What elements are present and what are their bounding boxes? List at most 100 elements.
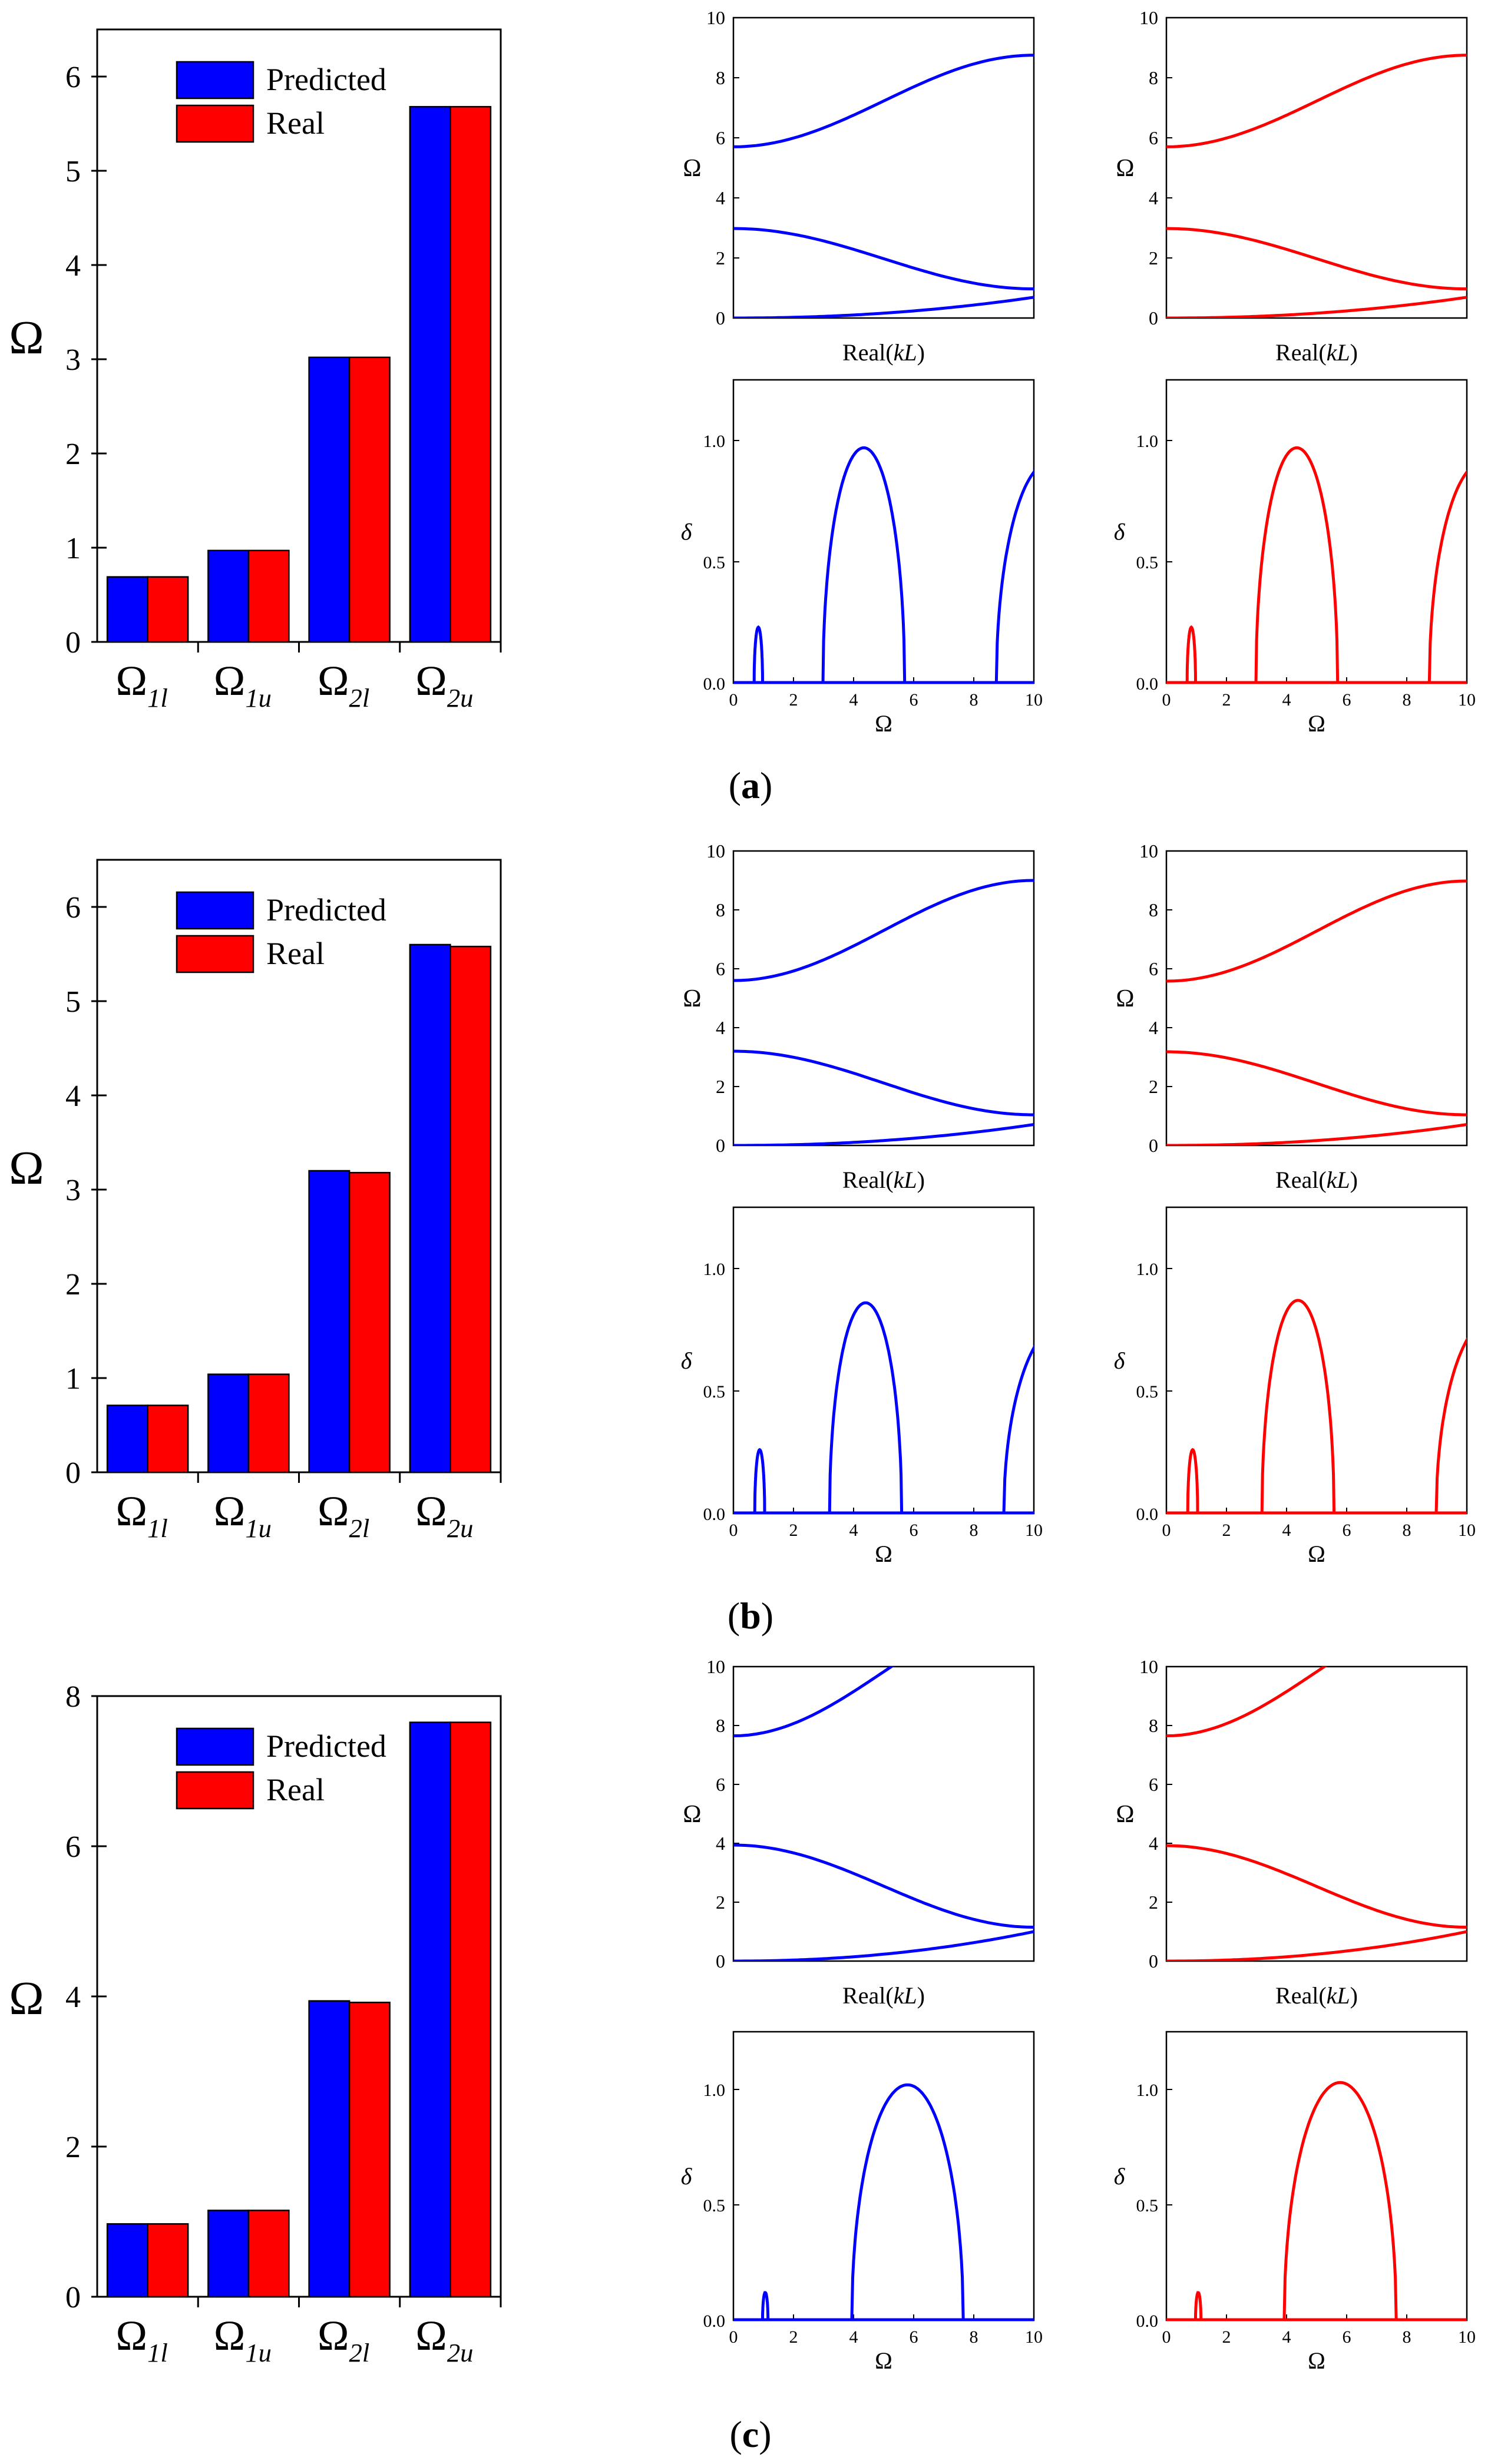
attenuation-lobe-1	[753, 1448, 766, 1513]
dispersion-band-1	[1166, 1123, 1467, 1145]
dispersion-band-1	[1166, 296, 1467, 318]
dispersion-band-3	[733, 879, 1034, 982]
y-axis-label: δ	[1114, 2163, 1126, 2190]
y-axis-label: Ω	[1116, 985, 1134, 1012]
bar-predicted-1l	[106, 1405, 148, 1473]
y-tick-label: 2	[716, 1076, 725, 1097]
legend-label-predicted: Predicted	[266, 62, 386, 97]
y-tick-label: 0.5	[1136, 2196, 1159, 2215]
plot-frame	[732, 1665, 1035, 1962]
x-tick-label: 4	[1282, 690, 1291, 710]
x-tick-label: 6	[1343, 2327, 1351, 2347]
y-tick-label: 8	[1149, 67, 1158, 88]
x-tick-label: Ω1u	[214, 1488, 272, 1543]
x-tick-label: 0	[729, 1521, 738, 1540]
legend-swatch-predicted	[176, 1727, 254, 1766]
y-axis-label: Ω	[1116, 155, 1134, 182]
legend-swatch-predicted	[176, 61, 254, 100]
attenuation-lobe-3	[1427, 469, 1467, 683]
y-tick-label: 0.0	[1136, 674, 1159, 694]
x-tick-label: Ω1l	[116, 2312, 168, 2367]
y-tick-label: 4	[1149, 187, 1158, 208]
dispersion-band-2	[733, 227, 1034, 290]
y-tick-label: 5	[65, 985, 81, 1019]
legend-swatch-real	[176, 104, 254, 143]
bar-real-1u	[247, 1373, 290, 1473]
bar-real-1l	[147, 1405, 189, 1473]
bar-predicted-1u	[207, 1373, 250, 1473]
legend-label-predicted: Predicted	[266, 1728, 386, 1764]
y-tick-label: 4	[65, 1079, 81, 1113]
y-tick-label: 1.0	[1136, 432, 1159, 451]
x-tick-label: 6	[910, 690, 918, 710]
x-tick-label: Ω2u	[415, 2312, 473, 2367]
y-tick-label: 2	[1149, 1892, 1158, 1913]
x-tick-label: 2	[789, 1521, 798, 1540]
x-axis-label: Ω	[1308, 1541, 1325, 1567]
x-tick-label: 2	[1222, 690, 1231, 710]
y-axis-label: Ω	[9, 1973, 44, 2025]
legend-label-real: Real	[266, 105, 325, 141]
x-axis-label: Ω	[875, 710, 892, 737]
y-tick-label: 3	[65, 1174, 81, 1207]
y-tick-label: 0	[1149, 1950, 1158, 1972]
y-tick-label: 1.0	[1136, 2081, 1159, 2100]
y-tick-label: 2	[1149, 247, 1158, 269]
attenuation-lobe-1	[752, 625, 764, 683]
dispersion-band-3	[1166, 1667, 1327, 1737]
y-tick-label: 1.0	[703, 2081, 726, 2100]
bar-predicted-2l	[308, 1170, 351, 1473]
y-axis-label: Ω	[1116, 1801, 1134, 1828]
x-axis-label: Real(kL)	[1275, 1167, 1358, 1193]
y-tick-label: 6	[1149, 127, 1158, 148]
x-tick-label: 8	[970, 1521, 978, 1540]
y-tick-label: 4	[716, 1833, 725, 1854]
x-tick-label: 4	[1282, 1521, 1291, 1540]
dispersion-band-2	[1166, 1050, 1467, 1117]
bar-predicted-2u	[409, 105, 451, 643]
plot-frame	[732, 2031, 1035, 2321]
y-tick-label: 1	[65, 532, 81, 565]
y-tick-label: 6	[1149, 958, 1158, 979]
y-tick-label: 0.0	[1136, 2311, 1159, 2331]
x-axis-label: Real(kL)	[842, 339, 925, 366]
x-tick-label: 0	[729, 690, 738, 710]
panel-label-b: (b)	[728, 1595, 773, 1637]
y-tick-label: 6	[1149, 1774, 1158, 1795]
bar-real-1u	[247, 2210, 290, 2298]
y-tick-label: 0	[1149, 307, 1158, 329]
bar-predicted-2l	[308, 2000, 351, 2298]
y-tick-label: 8	[1149, 899, 1158, 920]
bar-real-2l	[348, 356, 391, 643]
plot-frame	[732, 379, 1035, 684]
x-tick-label: 4	[849, 1521, 858, 1540]
y-tick-label: 0.5	[703, 1382, 726, 1402]
y-tick-label: 8	[716, 899, 725, 920]
y-tick-label: 2	[1149, 1076, 1158, 1097]
x-axis-label: Real(kL)	[1275, 339, 1358, 366]
x-tick-label: 6	[1343, 690, 1351, 710]
dispersion-band-2	[733, 1843, 1034, 1929]
y-tick-label: 6	[65, 1830, 81, 1864]
dispersion-band-3	[733, 54, 1034, 148]
x-tick-label: Ω1u	[214, 2312, 272, 2367]
y-tick-label: 10	[1139, 840, 1158, 862]
x-tick-label: Ω2l	[318, 2312, 369, 2367]
y-tick-label: 4	[1149, 1017, 1158, 1038]
dispersion-band-1	[733, 1123, 1034, 1145]
y-tick-label: 6	[716, 1774, 725, 1795]
x-tick-label: 10	[1025, 2327, 1043, 2347]
y-tick-label: 10	[1139, 7, 1158, 28]
dispersion-band-1	[733, 1930, 1034, 1961]
x-tick-label: 8	[1403, 2327, 1411, 2347]
y-tick-label: 4	[716, 187, 725, 208]
y-tick-label: 0.0	[703, 674, 726, 694]
bar-predicted-1u	[207, 549, 250, 643]
y-axis-label: δ	[681, 519, 693, 545]
plot-frame	[732, 1206, 1035, 1515]
x-tick-label: 8	[1403, 690, 1411, 710]
x-tick-label: 4	[1282, 2327, 1291, 2347]
y-tick-label: 0.0	[1136, 1505, 1159, 1524]
x-axis-label: Ω	[875, 2347, 892, 2374]
